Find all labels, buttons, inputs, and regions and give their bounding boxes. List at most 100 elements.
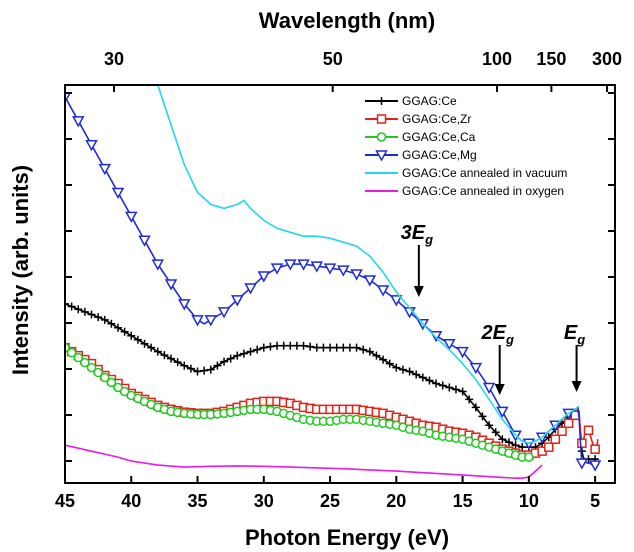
top-tick-label: 150: [536, 49, 566, 69]
data-point: [306, 342, 315, 351]
legend-swatch-marker: [375, 150, 388, 162]
data-point: [173, 358, 182, 367]
top-tick-label: 100: [482, 49, 512, 69]
data-point: [299, 341, 308, 350]
data-point: [74, 305, 83, 314]
annotation-label: Eg: [564, 322, 585, 347]
data-point: [119, 386, 130, 397]
legend-label: GGAG:Ce,Ca: [402, 130, 476, 144]
data-point: [425, 376, 434, 385]
legend-swatch-marker: [376, 132, 387, 142]
data-point: [200, 366, 209, 375]
data-point: [458, 387, 467, 396]
data-point: [390, 295, 403, 307]
data-point: [504, 438, 513, 447]
x-axis-title: Photon Energy (eV): [245, 525, 449, 550]
data-point: [443, 338, 456, 351]
data-point: [186, 364, 195, 373]
data-point: [376, 285, 390, 297]
data-point: [577, 438, 587, 448]
data-point: [217, 307, 231, 319]
data-point: [107, 319, 116, 328]
data-point: [432, 379, 441, 388]
data-point: [98, 163, 112, 176]
x-tick-label: 15: [453, 491, 473, 511]
series-line: [157, 85, 579, 445]
data-point: [178, 299, 191, 311]
data-point: [191, 315, 204, 327]
data-point: [365, 347, 374, 356]
series-4: [157, 85, 579, 445]
data-point: [392, 363, 401, 372]
series-layer: [65, 85, 602, 479]
x-tick-label: 45: [55, 491, 75, 511]
annotation-arrowhead: [494, 384, 505, 395]
data-point: [226, 354, 235, 363]
x-tick-label: 30: [254, 491, 274, 511]
data-point: [372, 351, 381, 360]
data-point: [73, 352, 84, 363]
data-point: [147, 343, 156, 352]
data-point: [379, 355, 388, 364]
data-point: [213, 361, 222, 370]
data-point: [111, 187, 125, 200]
data-point: [220, 357, 229, 366]
top-axis-title: Wavelength (nm): [259, 8, 435, 33]
data-point: [80, 357, 90, 368]
data-point: [127, 331, 136, 340]
data-point: [284, 259, 297, 271]
legend-swatch-marker: [376, 114, 387, 124]
data-point: [511, 441, 520, 450]
data-point: [438, 381, 447, 390]
data-point: [164, 279, 178, 291]
data-point: [266, 342, 275, 351]
data-point: [138, 235, 151, 247]
data-point: [563, 418, 574, 429]
data-point: [124, 211, 138, 223]
data-point: [233, 351, 242, 360]
annotation-layer: 3Eg 2Eg Eg: [401, 222, 585, 395]
data-point: [106, 377, 117, 388]
annotation-arrowhead: [571, 381, 582, 392]
data-point: [244, 283, 257, 295]
data-point: [550, 434, 561, 444]
data-point: [498, 435, 507, 444]
data-point: [588, 460, 602, 472]
data-point: [86, 362, 97, 373]
data-point: [491, 428, 500, 437]
data-point: [66, 347, 77, 358]
data-point: [445, 383, 454, 392]
data-point: [412, 370, 421, 379]
series-line: [65, 444, 543, 479]
data-point: [65, 299, 69, 308]
data-point: [352, 343, 361, 352]
tick-layer: 45 40 35 30 25 20 15 10 5 30 50 100 150 300: [55, 49, 622, 511]
data-point: [87, 310, 96, 319]
data-point: [575, 458, 589, 470]
x-tick-label: 40: [121, 491, 141, 511]
data-point: [100, 315, 109, 324]
data-point: [496, 406, 509, 418]
series-2: [65, 342, 534, 462]
annotation-arrowhead: [413, 286, 424, 297]
data-point: [153, 347, 162, 356]
data-point: [204, 315, 218, 327]
data-point: [451, 385, 460, 394]
data-point: [140, 339, 149, 348]
data-point: [418, 373, 427, 382]
plot-frame: [64, 84, 616, 484]
data-point: [310, 261, 324, 273]
data-point: [120, 327, 129, 336]
data-point: [160, 351, 169, 360]
legend-label: GGAG:Ce annealed in oxygen: [402, 184, 564, 198]
data-point: [257, 271, 271, 283]
data-point: [270, 263, 284, 275]
data-point: [239, 349, 248, 358]
data-point: [398, 365, 407, 374]
data-point: [524, 452, 534, 462]
data-point: [350, 269, 363, 281]
data-point: [231, 295, 244, 307]
data-point: [253, 345, 262, 354]
x-tick-label: 20: [386, 491, 406, 511]
